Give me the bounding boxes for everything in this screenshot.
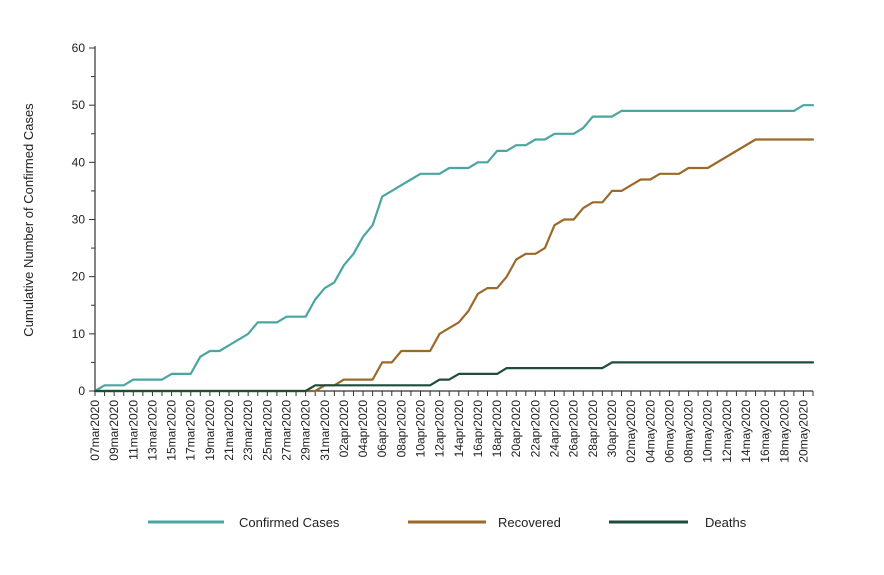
- x-tick-label: 08may2020: [682, 400, 696, 463]
- x-tick-label: 07mar2020: [88, 400, 102, 461]
- legend-label: Recovered: [498, 515, 561, 530]
- x-tick-label: 04apr2020: [356, 400, 370, 458]
- x-tick-label: 09mar2020: [107, 400, 121, 461]
- x-tick-label: 29mar2020: [299, 400, 313, 461]
- x-tick-label: 24apr2020: [548, 400, 562, 458]
- x-tick-label: 10may2020: [701, 400, 715, 463]
- y-tick-label: 50: [72, 98, 86, 112]
- x-tick-label: 04may2020: [643, 400, 657, 463]
- legend-label: Deaths: [705, 515, 747, 530]
- y-tick-label: 30: [72, 213, 86, 227]
- x-tick-label: 16apr2020: [471, 400, 485, 458]
- x-tick-label: 17mar2020: [184, 400, 198, 461]
- x-tick-label: 18may2020: [777, 400, 791, 463]
- y-axis: 0 10 20 30 40 50 60: [72, 41, 96, 398]
- series-line-1: [93, 138, 815, 393]
- y-axis-title: Cumulative Number of Confirmed Cases: [21, 103, 36, 337]
- x-tick-label: 02may2020: [624, 400, 638, 463]
- x-tick-label: 14apr2020: [452, 400, 466, 458]
- x-tick-label: 10apr2020: [413, 400, 427, 458]
- x-tick-label: 19mar2020: [203, 400, 217, 461]
- x-tick-label: 22apr2020: [528, 400, 542, 458]
- x-tick-label: 21mar2020: [222, 400, 236, 461]
- legend: Confirmed Cases Recovered Deaths: [148, 515, 747, 530]
- x-tick-label: 30apr2020: [605, 400, 619, 458]
- x-tick-label: 28apr2020: [586, 400, 600, 458]
- series-line-2: [93, 361, 815, 393]
- y-tick-label: 40: [72, 155, 86, 169]
- x-tick-label: 12may2020: [720, 400, 734, 463]
- x-axis: 07mar2020 09mar2020 11mar2020 13mar2020 15ma…: [88, 390, 814, 463]
- x-tick-label: 25mar2020: [260, 400, 274, 461]
- y-tick-label: 60: [72, 41, 86, 55]
- x-tick-label: 06may2020: [662, 400, 676, 463]
- x-tick-label: 27mar2020: [279, 400, 293, 461]
- x-tick-label: 11mar2020: [126, 400, 140, 460]
- x-tick-label: 13mar2020: [145, 400, 159, 461]
- y-tick-label: 20: [72, 270, 86, 284]
- x-tick-label: 08apr2020: [394, 400, 408, 458]
- y-tick-label: 10: [72, 327, 86, 341]
- x-tick-label: 23mar2020: [241, 400, 255, 461]
- x-tick-label: 15mar2020: [165, 400, 179, 461]
- y-tick-label: 0: [78, 384, 85, 398]
- x-tick-label: 20apr2020: [509, 400, 523, 458]
- x-tick-label: 14may2020: [739, 400, 753, 463]
- series-line-0: [93, 104, 815, 393]
- legend-label: Confirmed Cases: [239, 515, 340, 530]
- x-tick-label: 26apr2020: [567, 400, 581, 458]
- x-tick-label: 20may2020: [796, 400, 810, 463]
- x-tick-label: 31mar2020: [318, 400, 332, 461]
- x-tick-label: 12apr2020: [433, 400, 447, 458]
- x-tick-label: 16may2020: [758, 400, 772, 463]
- x-tick-label: 02apr2020: [337, 400, 351, 458]
- x-tick-label: 18apr2020: [490, 400, 504, 458]
- series-layer: [93, 104, 815, 393]
- x-tick-label: 06apr2020: [375, 400, 389, 458]
